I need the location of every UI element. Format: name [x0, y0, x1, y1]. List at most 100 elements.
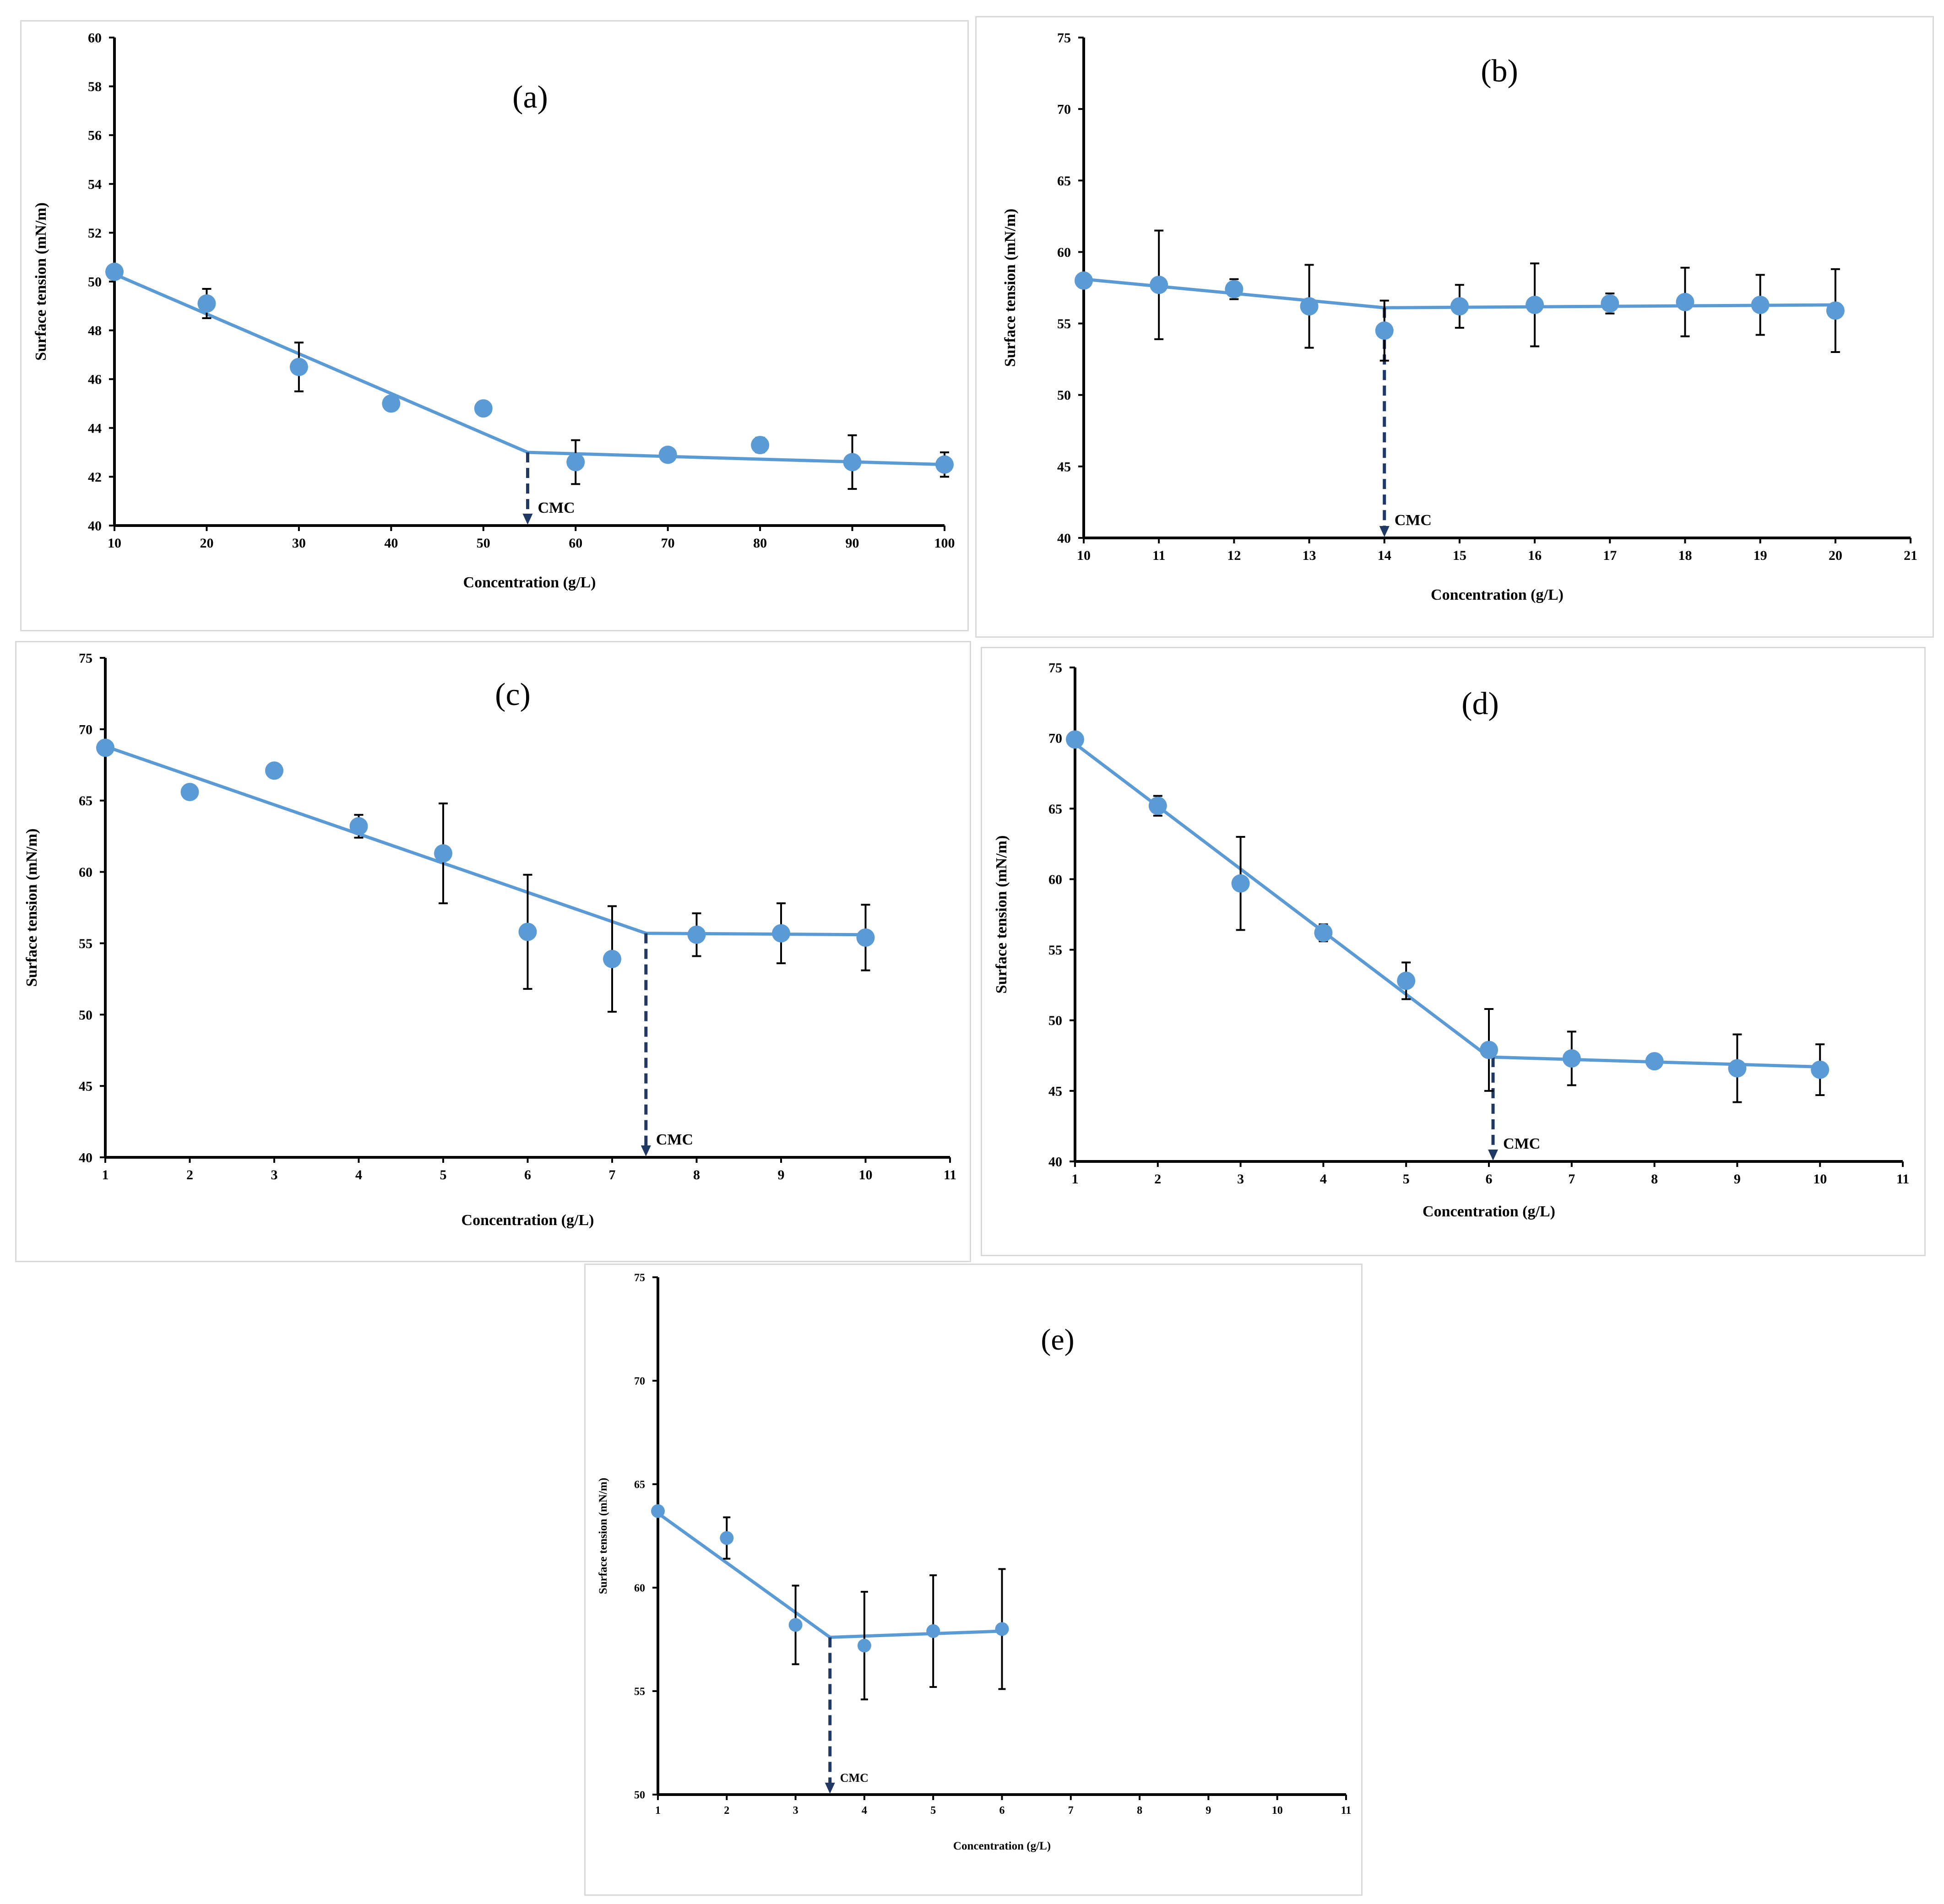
chart-b: 40 45 50 55 60 65 70 75 10 11 12 13 14 15 16 17 18 19 20 21…: [1002, 31, 1917, 604]
data-point-e: [926, 1624, 940, 1638]
data-point-c: [265, 761, 283, 780]
data-point-a: [566, 453, 585, 472]
y-tick-label-b: 60: [1057, 245, 1071, 260]
data-point-c: [518, 922, 537, 941]
x-axis-title-c: Concentration (g/L): [462, 1212, 594, 1229]
x-tick-label-d: 4: [1320, 1172, 1327, 1187]
y-tick-label-a: 52: [88, 226, 102, 241]
y-tick-label-a: 42: [88, 470, 102, 485]
y-tick-label-b: 55: [1057, 316, 1071, 331]
data-point-d: [1728, 1059, 1747, 1078]
y-tick-label-e: 55: [634, 1686, 645, 1698]
panel-label-a: (a): [512, 80, 548, 115]
x-axis-title-d: Concentration (g/L): [1423, 1203, 1555, 1220]
data-point-b: [1225, 280, 1244, 298]
data-point-d: [1645, 1052, 1664, 1071]
x-tick-label-b: 14: [1378, 548, 1391, 563]
x-tick-label-c: 11: [944, 1167, 956, 1183]
y-tick-label-c: 75: [79, 651, 92, 666]
data-point-d: [1066, 730, 1084, 749]
y-axis-title-a: Surface tension (mN/m): [33, 202, 49, 361]
x-tick-label-d: 11: [1896, 1172, 1909, 1187]
x-tick-label-b: 21: [1904, 548, 1917, 563]
x-tick-label-e: 5: [930, 1805, 936, 1817]
data-point-a: [474, 399, 493, 418]
x-tick-label-d: 2: [1154, 1172, 1161, 1187]
data-point-c: [603, 949, 621, 968]
y-tick-label-b: 50: [1057, 388, 1071, 403]
x-tick-label-a: 70: [661, 536, 675, 551]
data-point-b: [1526, 295, 1544, 314]
panel-label-b: (b): [1481, 54, 1518, 89]
panel-e-frame: [584, 1264, 1363, 1896]
data-point-a: [935, 455, 954, 474]
x-tick-label-c: 5: [440, 1167, 447, 1183]
y-tick-label-c: 55: [79, 936, 92, 951]
y-tick-label-d: 45: [1048, 1084, 1062, 1099]
data-point-a: [751, 436, 770, 455]
data-point-c: [687, 925, 706, 944]
x-tick-label-a: 80: [753, 536, 767, 551]
y-tick-label-b: 45: [1057, 459, 1071, 474]
y-tick-label-b: 75: [1057, 31, 1071, 46]
x-tick-label-a: 50: [477, 536, 490, 551]
x-tick-label-b: 19: [1754, 548, 1767, 563]
data-point-c: [180, 783, 199, 802]
x-tick-label-b: 16: [1528, 548, 1542, 563]
y-tick-label-d: 70: [1048, 731, 1062, 746]
y-axis-title-d: Surface tension (mN/m): [993, 835, 1010, 994]
data-point-d: [1811, 1060, 1830, 1079]
y-tick-label-c: 50: [79, 1008, 92, 1023]
panel-b-frame: [975, 16, 1934, 638]
y-tick-label-e: 75: [634, 1272, 645, 1284]
data-point-b: [1450, 297, 1469, 316]
x-tick-label-e: 7: [1068, 1805, 1074, 1817]
data-point-d: [1480, 1041, 1498, 1059]
cmc-label-a: CMC: [538, 499, 575, 516]
y-tick-label-c: 65: [79, 793, 92, 808]
y-tick-label-a: 54: [88, 177, 102, 192]
data-point-b: [1601, 294, 1619, 313]
y-tick-label-e: 65: [634, 1479, 645, 1491]
data-point-a: [658, 445, 677, 464]
x-tick-label-a: 20: [200, 536, 213, 551]
x-tick-label-a: 30: [292, 536, 306, 551]
x-tick-label-d: 1: [1072, 1172, 1079, 1187]
x-tick-label-e: 6: [999, 1805, 1005, 1817]
x-tick-label-b: 11: [1152, 548, 1165, 563]
x-axis-title-e: Concentration (g/L): [953, 1840, 1051, 1852]
x-axis-title-a: Concentration (g/L): [463, 574, 596, 591]
panel-label-c: (c): [495, 677, 531, 712]
x-tick-label-d: 6: [1486, 1172, 1493, 1187]
x-tick-label-a: 60: [569, 536, 582, 551]
y-tick-label-c: 70: [79, 722, 92, 737]
x-tick-label-b: 13: [1303, 548, 1316, 563]
y-tick-label-a: 50: [88, 275, 102, 290]
y-tick-label-d: 55: [1048, 943, 1062, 958]
data-point-e: [720, 1531, 734, 1545]
data-point-c: [349, 817, 368, 835]
data-point-a: [289, 358, 308, 376]
data-point-c: [434, 844, 452, 863]
data-point-c: [856, 928, 875, 947]
y-tick-label-d: 65: [1048, 802, 1062, 817]
y-axis-title-e: Surface tension (mN/m): [597, 1478, 609, 1594]
x-tick-label-a: 40: [384, 536, 398, 551]
x-tick-label-c: 3: [271, 1167, 278, 1183]
x-tick-label-e: 10: [1272, 1805, 1283, 1817]
y-tick-label-e: 50: [634, 1789, 645, 1801]
x-tick-label-e: 1: [655, 1805, 661, 1817]
x-tick-label-d: 3: [1237, 1172, 1244, 1187]
data-point-e: [651, 1504, 665, 1518]
y-tick-label-a: 40: [88, 519, 102, 534]
cmc-label-c: CMC: [656, 1131, 693, 1148]
x-tick-label-b: 17: [1603, 548, 1617, 563]
y-tick-label-e: 70: [634, 1375, 645, 1387]
data-point-e: [788, 1618, 803, 1632]
x-tick-label-c: 7: [609, 1167, 616, 1183]
panel-a-frame: [20, 20, 969, 631]
data-point-d: [1148, 797, 1167, 815]
